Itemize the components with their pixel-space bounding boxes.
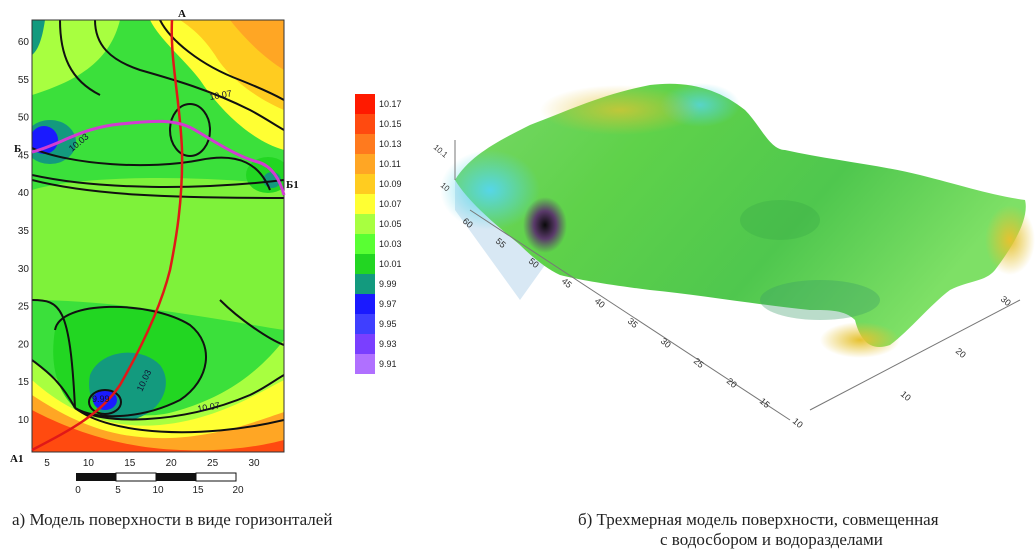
map-y-tick: 15	[18, 377, 30, 388]
contour-label: 10.07	[209, 88, 233, 102]
legend-value: 10.13	[379, 139, 402, 149]
surface-y-tick: 50	[527, 256, 541, 270]
point-labels: А А1 Б Б1	[10, 8, 299, 465]
legend-swatch	[355, 214, 375, 234]
map-y-tick: 25	[18, 302, 30, 313]
map-y-tick: 10	[18, 415, 30, 426]
map-y-tick: 50	[18, 113, 30, 124]
surface-y-tick: 10	[791, 416, 805, 430]
surface-y-tick: 35	[626, 316, 640, 330]
point-label-a1: А1	[10, 453, 23, 465]
map-x-tick: 15	[124, 458, 136, 469]
scale-bar-label: 10	[152, 485, 164, 496]
map-y-tick: 20	[18, 339, 30, 350]
map-y-tick: 35	[18, 226, 30, 237]
point-label-b1: Б1	[286, 179, 299, 191]
scale-bar: 0 5 10 15 20	[75, 472, 244, 496]
surface-y-tick: 55	[494, 236, 508, 250]
map-y-tick: 60	[18, 37, 30, 48]
legend-swatch	[355, 334, 375, 354]
scale-bar-label: 15	[192, 485, 204, 496]
surface-y-tick: 60	[461, 216, 475, 230]
legend-swatch	[355, 234, 375, 254]
surface-yellow-area	[540, 85, 700, 135]
point-label-a: А	[178, 8, 186, 20]
scale-bar-label: 5	[115, 485, 121, 496]
legend-value: 9.93	[379, 339, 397, 349]
legend-swatch	[355, 274, 375, 294]
legend-swatch	[355, 254, 375, 274]
map-x-tick: 10	[83, 458, 95, 469]
route-a-a1	[31, 19, 184, 452]
legend-value: 10.15	[379, 119, 402, 129]
legend-swatch	[355, 294, 375, 314]
surface-y-tick: 15	[758, 396, 772, 410]
map-x-tick: 25	[207, 458, 219, 469]
surface-yellow-right	[985, 205, 1035, 275]
legend-value: 9.99	[379, 279, 397, 289]
map-x-axis: 5 10 15 20 25 30	[44, 458, 260, 469]
surface-y-tick: 30	[659, 336, 673, 350]
color-legend: 10.17 10.15 10.13 10.11 10.09 10.07 10.05 10.03…	[355, 94, 402, 374]
legend-value: 10.01	[379, 259, 402, 269]
route-b-b1	[31, 119, 286, 196]
point-label-b: Б	[14, 143, 21, 155]
surface-dark-pit	[523, 197, 567, 253]
legend-swatch	[355, 194, 375, 214]
surface-x-tick: 30	[999, 294, 1013, 308]
surface-x-tick: 20	[954, 346, 968, 360]
legend-swatch	[355, 354, 375, 374]
map-x-tick: 20	[166, 458, 178, 469]
surface-y-tick: 45	[560, 276, 574, 290]
legend-swatch	[355, 114, 375, 134]
surface-cyan-area	[440, 150, 540, 230]
surface-y-tick: 25	[692, 356, 706, 370]
surface-y-axis: 60 55 50 45 40 35 30 25 20 15 10	[461, 216, 805, 430]
map-y-tick: 45	[18, 150, 30, 161]
surface-green-dip	[740, 200, 820, 240]
contour-map: 10.07 10.03 10.03 10.07 9.99 А А1 Б Б1 6…	[10, 8, 299, 496]
surface-shadow-band	[760, 280, 880, 320]
surface-x-axis: 30 20 10	[899, 294, 1013, 403]
legend-swatch	[355, 314, 375, 334]
surface-3d: 10.1 10 60 55 50 45 40 35 30 25 20 15 10 30 20 10	[432, 83, 1035, 430]
surface-y-tick: 20	[725, 376, 739, 390]
scale-bar-label: 20	[232, 485, 244, 496]
surface-x-tick: 10	[899, 389, 913, 403]
surface-z-tick: 10.1	[432, 143, 450, 160]
legend-swatch	[355, 174, 375, 194]
legend-value: 9.97	[379, 299, 397, 309]
surface-top	[455, 83, 1026, 348]
map-x-tick: 5	[44, 458, 50, 469]
contour-label: 9.99	[92, 394, 110, 404]
legend-value: 9.95	[379, 319, 397, 329]
legend-value: 10.17	[379, 99, 402, 109]
legend-value: 9.91	[379, 359, 397, 369]
contour-label: 10.07	[197, 400, 221, 414]
legend-value: 10.05	[379, 219, 402, 229]
legend-value: 10.03	[379, 239, 402, 249]
surface-yellow-bottom	[820, 322, 900, 358]
caption-left: а) Модель поверхности в виде горизонтале…	[12, 510, 333, 529]
legend-swatch	[355, 134, 375, 154]
map-y-tick: 40	[18, 188, 30, 199]
legend-value: 10.09	[379, 179, 402, 189]
caption-right-line2: с водосбором и водоразделами	[660, 530, 883, 549]
map-x-tick: 30	[248, 458, 260, 469]
contour-fill	[32, 20, 284, 452]
legend-value: 10.07	[379, 199, 402, 209]
caption-right-line1: б) Трехмерная модель поверхности, совмещ…	[578, 510, 939, 529]
legend-swatch	[355, 94, 375, 114]
scale-bar-label: 0	[75, 485, 81, 496]
map-y-axis: 60 55 50 45 40 35 30 25 20 15 10	[18, 37, 30, 426]
map-frame	[31, 19, 285, 453]
map-y-tick: 30	[18, 264, 30, 275]
surface-y-tick: 40	[593, 296, 607, 310]
surface-axes	[454, 140, 1021, 421]
legend-swatch	[355, 154, 375, 174]
legend-value: 10.11	[379, 159, 401, 169]
map-y-tick: 55	[18, 75, 30, 86]
